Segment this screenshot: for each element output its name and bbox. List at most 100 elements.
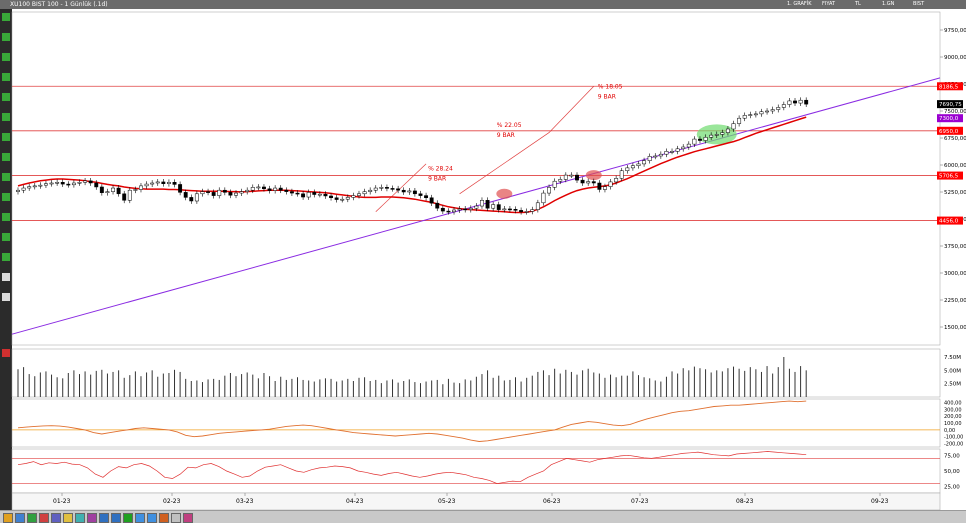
moving-average-line (17, 116, 807, 214)
level-badge (937, 216, 963, 225)
x-tick-label: 06-23 (543, 498, 561, 505)
level-label: 6950,0 (939, 129, 959, 135)
candle-body (401, 189, 406, 193)
cursor-tool-icon[interactable] (2, 13, 10, 21)
rsi-line (17, 451, 807, 484)
candle-body (765, 110, 770, 113)
candle-body (256, 186, 261, 189)
candle-body (194, 193, 199, 202)
candle-body (116, 187, 121, 195)
candle-body (32, 185, 37, 188)
x-tick-label: 01-23 (53, 498, 71, 505)
measure-tool-icon[interactable] (2, 153, 10, 161)
level-label: 7300,0 (939, 116, 959, 122)
text-tool-icon[interactable] (2, 113, 10, 121)
candle-body (71, 182, 76, 186)
volume-tick-label: 2.50M (944, 382, 961, 388)
vertical-line-tool-icon[interactable] (2, 233, 10, 241)
candle-body (295, 192, 300, 195)
zoom-tool-icon[interactable] (2, 193, 10, 201)
candle-body (306, 192, 311, 198)
candle-body (636, 163, 641, 166)
candle-body (614, 178, 619, 183)
menu-item-gun[interactable]: 1.GN (882, 1, 895, 7)
candle-body (519, 210, 524, 213)
candle-body (686, 143, 691, 148)
candle-body (329, 195, 333, 199)
highlight-marker (496, 188, 513, 199)
channel-tool-icon[interactable] (2, 93, 10, 101)
candle-body (703, 137, 708, 141)
candle-body (541, 192, 546, 204)
menu-item-fiyat[interactable]: FIYAT (822, 1, 836, 7)
fibonacci-tool-icon[interactable] (2, 73, 10, 81)
level-label: 4456,0 (939, 219, 959, 225)
y-tick-label: 9750,00 (944, 28, 966, 34)
oscillator-tick-label: -200,00 (944, 442, 963, 448)
candle-body (345, 197, 350, 200)
menu-item-tl[interactable]: TL (855, 1, 861, 7)
level-badge (937, 126, 963, 135)
candle-body (725, 128, 730, 133)
candle-body (446, 210, 451, 213)
shape-tool-icon[interactable] (2, 133, 10, 141)
candle-body (273, 187, 278, 191)
last-price-label: 7690,75 (939, 102, 962, 108)
candle-body (547, 187, 551, 194)
volume-tick-label: 7.50M (944, 355, 961, 361)
rsi-tick-label: 50,00 (944, 469, 960, 475)
candle-body (77, 182, 82, 184)
candle-body (698, 138, 702, 141)
candle-body (658, 153, 663, 157)
annotation-line (459, 132, 550, 195)
x-tick-label: 09-23 (871, 498, 889, 505)
candle-body (781, 104, 786, 108)
candle-body (27, 186, 32, 189)
candle-body (457, 208, 462, 211)
eraser-tool-icon[interactable] (2, 273, 10, 281)
candle-body (150, 182, 155, 185)
candle-body (245, 189, 250, 192)
candle-body (586, 181, 591, 184)
candle-body (502, 208, 507, 211)
settings-tool-icon[interactable] (2, 349, 10, 357)
oscillator-tick-label: 100,00 (944, 421, 962, 427)
candle-body (670, 151, 674, 153)
candle-body (407, 190, 412, 193)
y-tick-label: 6750,00 (944, 136, 966, 142)
trend-tool-icon[interactable] (2, 53, 10, 61)
arrow-tool-icon[interactable] (2, 173, 10, 181)
candle-body (94, 182, 99, 188)
candle-body (217, 189, 222, 196)
candle-body (222, 189, 227, 193)
menu-item-grafik[interactable]: 1. GRAFİK (787, 1, 812, 7)
y-tick-label: 9000,00 (944, 55, 966, 61)
delete-tool-icon[interactable] (2, 293, 10, 301)
horizontal-line-tool-icon[interactable] (2, 213, 10, 221)
panel-frame (11, 398, 941, 448)
candle-body (127, 189, 132, 201)
level-badge (937, 171, 963, 180)
candle-body (418, 193, 423, 196)
x-tick-label: 04-23 (346, 498, 364, 505)
price-chart[interactable]: 9750,009000,008250,007500,006750,006000,… (0, 0, 966, 510)
candle-body (111, 187, 115, 192)
menu-item-bist[interactable]: BIST (913, 1, 925, 7)
candle-body (653, 155, 658, 158)
candle-body (155, 181, 160, 184)
y-tick-label: 5250,00 (944, 190, 966, 196)
candle-body (804, 99, 809, 105)
candle-body (608, 181, 613, 187)
candle-body (183, 192, 188, 198)
ellipse-tool-icon[interactable] (2, 253, 10, 261)
volume-tick-label: 5.00M (944, 368, 961, 374)
candle-body (312, 192, 317, 195)
line-tool-icon[interactable] (2, 33, 10, 41)
candle-body (642, 160, 647, 165)
candle-body (675, 148, 680, 152)
candle-body (798, 99, 803, 104)
candle-body (250, 187, 255, 191)
candle-body (720, 132, 725, 135)
candle-body (172, 182, 177, 185)
candle-body (390, 188, 395, 190)
